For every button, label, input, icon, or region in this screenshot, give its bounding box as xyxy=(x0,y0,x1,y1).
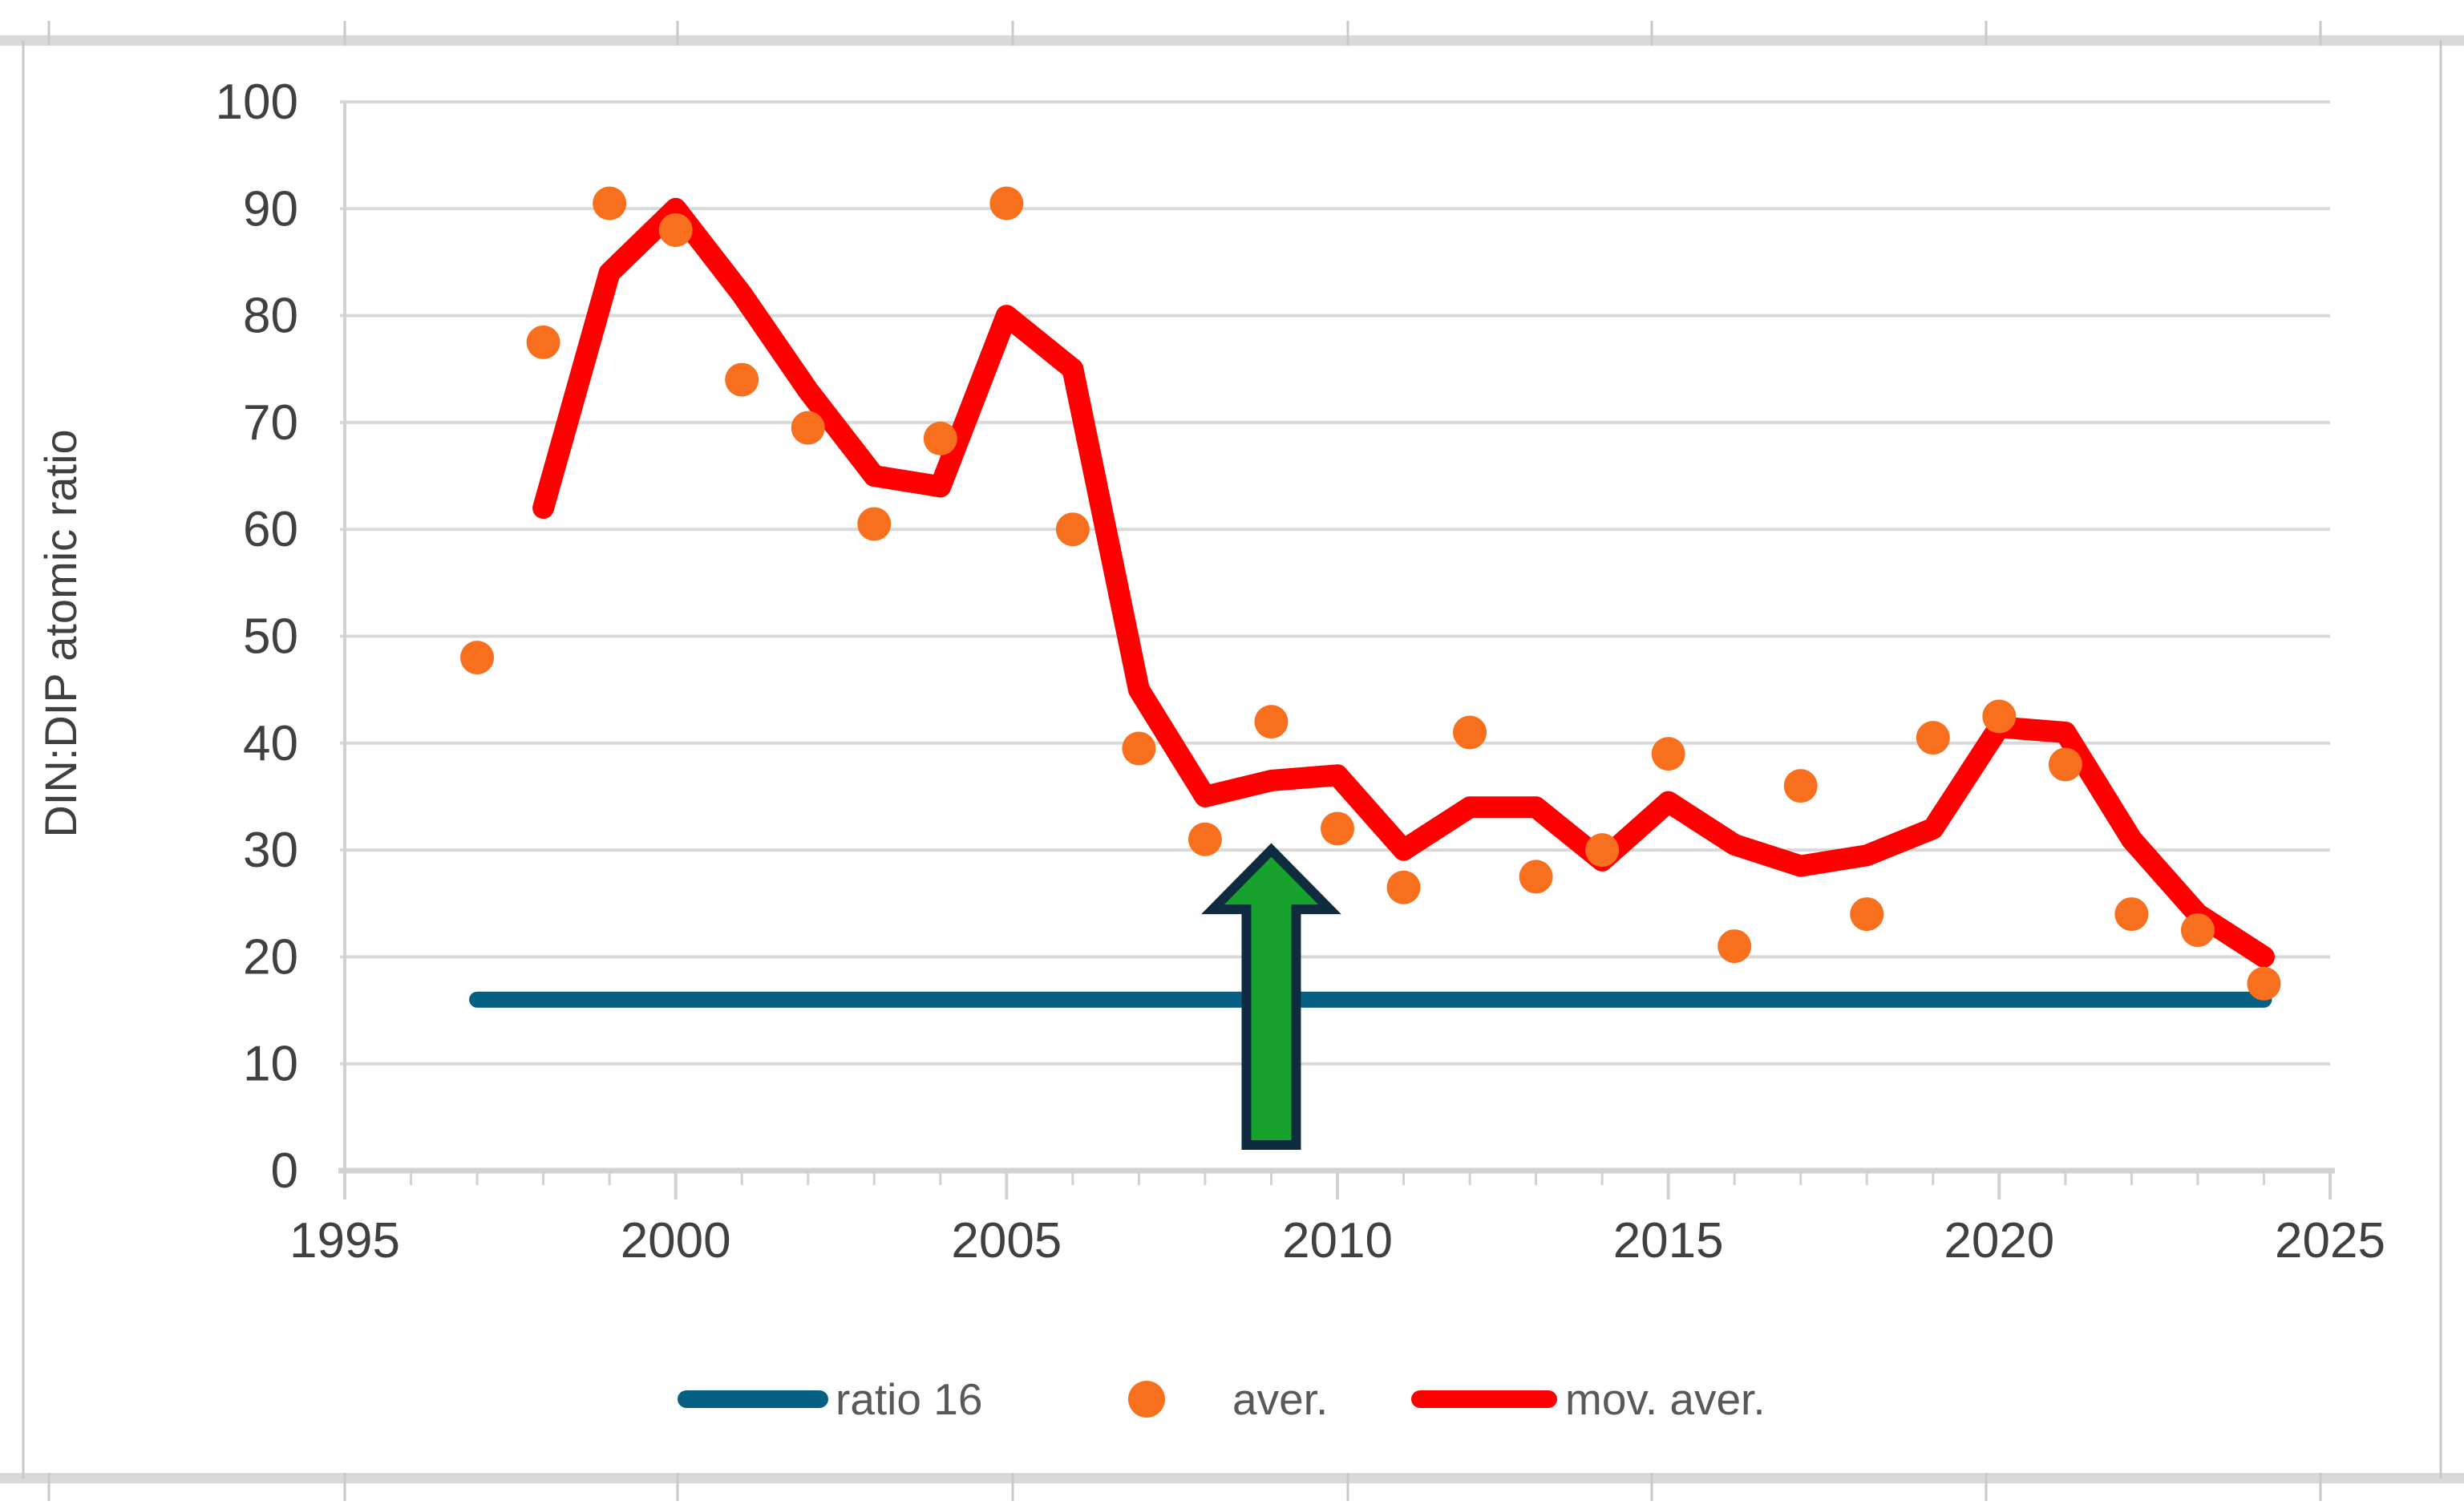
x-tick-label-2025: 2025 xyxy=(2275,1213,2385,1268)
x-tick-label-1995: 1995 xyxy=(289,1213,400,1268)
x-tick-label-2005: 2005 xyxy=(951,1213,1062,1268)
frame-bottom-band xyxy=(0,1473,2464,1483)
outer-frame xyxy=(0,21,2464,1501)
aver-data-point-2008 xyxy=(1187,822,1222,856)
x-tick-label-2015: 2015 xyxy=(1613,1213,1724,1268)
legend-swatch-ratio16 xyxy=(678,1390,828,1408)
green-up-arrow xyxy=(1201,843,1341,1151)
axes xyxy=(338,102,2335,1200)
aver-data-point-2024 xyxy=(2247,966,2281,1001)
y-tick-label-60: 60 xyxy=(243,502,298,557)
aver-data-point-2009 xyxy=(1254,705,1289,739)
legend-swatch-mov-aver xyxy=(1411,1390,1557,1408)
aver-data-point-2014 xyxy=(1585,833,1620,868)
aver-data-point-2007 xyxy=(1122,731,1156,766)
aver-data-point-2018 xyxy=(1850,897,1884,932)
aver-data-point-2012 xyxy=(1453,715,1487,750)
aver-data-point-2006 xyxy=(1055,512,1090,547)
y-tick-label-80: 80 xyxy=(243,289,298,344)
aver-data-point-1997 xyxy=(460,641,495,675)
y-tick-label-50: 50 xyxy=(243,609,298,665)
aver-data-point-2016 xyxy=(1718,929,1752,964)
aver-data-point-2023 xyxy=(2180,913,2215,948)
up-arrow-annotation xyxy=(1201,843,1341,1151)
aver-data-point-2002 xyxy=(791,411,825,445)
aver-data-point-2001 xyxy=(725,362,759,397)
moving-average-line xyxy=(532,197,2275,968)
aver-data-point-2015 xyxy=(1651,737,1685,771)
y-tick-label-30: 30 xyxy=(243,823,298,878)
aver-data-point-1999 xyxy=(593,186,627,220)
aver-data-point-2000 xyxy=(658,212,693,247)
legend-label-mov-aver: mov. aver. xyxy=(1565,1374,1766,1424)
y-tick-label-40: 40 xyxy=(243,716,298,771)
y-tick-label-10: 10 xyxy=(243,1037,298,1092)
aver-data-point-2010 xyxy=(1321,811,1354,846)
legend-swatch-aver xyxy=(1128,1381,1165,1418)
aver-data-point-2017 xyxy=(1783,769,1818,803)
y-tick-label-90: 90 xyxy=(243,181,298,237)
aver-data-point-1998 xyxy=(526,325,560,359)
aver-data-point-2019 xyxy=(1916,721,1950,755)
frame-top-band xyxy=(0,35,2464,46)
data-series xyxy=(460,186,2281,1008)
aver-data-point-2005 xyxy=(989,186,1024,220)
y-tick-label-0: 0 xyxy=(271,1143,298,1199)
aver-data-point-2003 xyxy=(857,507,892,541)
x-tick-label-2010: 2010 xyxy=(1282,1213,1393,1268)
x-tick-label-2000: 2000 xyxy=(621,1213,731,1268)
y-tick-label-20: 20 xyxy=(243,929,298,985)
aver-data-point-2021 xyxy=(2048,747,2082,782)
legend-label-aver: aver. xyxy=(1232,1374,1328,1424)
aver-data-point-2013 xyxy=(1519,860,1553,894)
x-tick-label-2020: 2020 xyxy=(1944,1213,2054,1268)
y-tick-label-100: 100 xyxy=(216,75,298,130)
gridlines xyxy=(340,100,2330,1066)
aver-data-point-2022 xyxy=(2114,897,2149,932)
y-axis-tick-labels: 0 10 20 30 40 50 60 70 80 90 100 xyxy=(216,75,298,1199)
y-axis-title: DIN:DIP atomic ratio xyxy=(35,429,86,837)
legend-label-ratio16: ratio 16 xyxy=(835,1374,982,1424)
x-axis-tick-labels: 1995 2000 2005 2010 2015 2020 2025 xyxy=(289,1213,2385,1268)
aver-data-point-2004 xyxy=(923,421,957,455)
legend: ratio 16 aver. mov. aver. xyxy=(678,1374,1766,1424)
y-tick-label-70: 70 xyxy=(243,395,298,451)
aver-data-point-2020 xyxy=(1982,699,2017,734)
aver-data-point-2011 xyxy=(1386,870,1421,904)
